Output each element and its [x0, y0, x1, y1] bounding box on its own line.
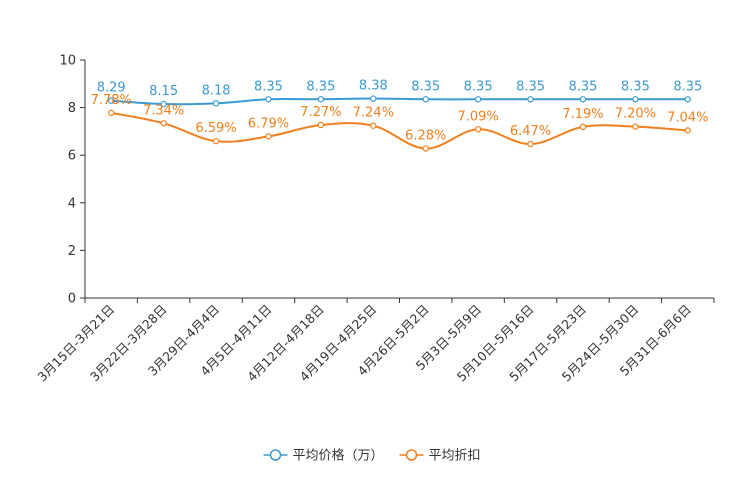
data-label: 7.20%: [615, 107, 656, 122]
data-point[interactable]: [632, 96, 639, 103]
data-point[interactable]: [212, 100, 220, 107]
data-label: 8.35: [516, 79, 545, 94]
data-label: 8.35: [673, 79, 702, 94]
data-point[interactable]: [160, 120, 167, 127]
y-tick-label: 8: [68, 101, 76, 116]
data-point[interactable]: [632, 123, 639, 130]
data-label: 7.34%: [143, 103, 184, 118]
legend-label: 平均价格（万）: [292, 448, 383, 464]
data-label: 8.35: [464, 79, 493, 94]
data-point[interactable]: [422, 145, 429, 152]
y-tick-label: 6: [68, 149, 76, 164]
series-avg-discount: 7.78% 7.34% 6.59% 6.79% 7.27% 7.24% 6.28% 7.09%…: [91, 93, 708, 152]
data-label: 8.29: [97, 81, 126, 96]
data-label: 8.35: [306, 79, 335, 94]
data-label: 7.19%: [562, 107, 603, 122]
y-axis-ticks: 0 2 4 6 8 10: [59, 54, 85, 307]
data-label: 7.24%: [353, 106, 394, 121]
legend-label: 平均折扣: [429, 449, 481, 464]
data-point[interactable]: [474, 126, 482, 133]
data-point[interactable]: [370, 122, 377, 129]
legend-circle-icon: [269, 449, 282, 461]
data-label: 8.35: [621, 79, 650, 94]
data-point[interactable]: [370, 95, 377, 102]
data-label: 6.47%: [510, 124, 551, 139]
data-point[interactable]: [684, 96, 691, 103]
y-tick-label: 4: [68, 196, 76, 211]
data-label: 8.18: [202, 83, 231, 98]
data-label: 8.15: [149, 84, 178, 99]
data-point[interactable]: [422, 96, 429, 103]
data-label: 8.38: [359, 79, 388, 94]
data-point[interactable]: [265, 133, 272, 140]
data-point[interactable]: [265, 96, 272, 103]
data-point[interactable]: [684, 127, 691, 134]
legend: 平均价格（万） 平均折扣: [263, 448, 481, 464]
data-point[interactable]: [527, 140, 534, 148]
data-point[interactable]: [108, 97, 115, 104]
y-tick-label: 10: [59, 54, 76, 69]
data-point[interactable]: [579, 123, 587, 131]
data-point[interactable]: [474, 96, 482, 103]
data-point[interactable]: [108, 109, 115, 117]
data-point[interactable]: [527, 96, 534, 103]
series-line: [111, 111, 688, 150]
y-tick-label: 2: [68, 244, 76, 259]
legend-circle-icon: [405, 449, 418, 461]
data-label: 7.78%: [91, 93, 132, 108]
data-label: 6.28%: [405, 129, 446, 144]
data-point[interactable]: [160, 100, 167, 108]
series-lines: 8.29 8.15 8.18 8.35 8.35 8.38 8.35 8.35 8.35 8.35…: [91, 79, 708, 152]
x-axis-ticks: 3月15日-3月21日3月22日-3月28日3月29日-4月4日4月5日-4月1…: [34, 298, 715, 384]
y-tick-label: 0: [68, 292, 76, 307]
legend-item-avg-discount[interactable]: 平均折扣: [399, 449, 481, 464]
data-label: 8.35: [411, 79, 440, 94]
legend-item-avg-price[interactable]: 平均价格（万）: [263, 448, 384, 464]
series-line: [111, 97, 688, 106]
data-label: 6.59%: [195, 121, 236, 136]
data-point[interactable]: [579, 96, 587, 103]
data-label: 8.35: [254, 79, 283, 94]
data-point[interactable]: [317, 121, 325, 129]
data-point[interactable]: [212, 137, 220, 145]
series-avg-price: 8.29 8.15 8.18 8.35 8.35 8.38 8.35 8.35 8.35 8.35…: [97, 79, 702, 108]
data-point[interactable]: [317, 96, 325, 103]
data-label: 7.04%: [667, 110, 708, 125]
data-label: 6.79%: [248, 116, 289, 131]
data-label: 7.27%: [300, 105, 341, 120]
data-label: 8.35: [568, 79, 597, 94]
data-label: 7.09%: [457, 109, 498, 124]
